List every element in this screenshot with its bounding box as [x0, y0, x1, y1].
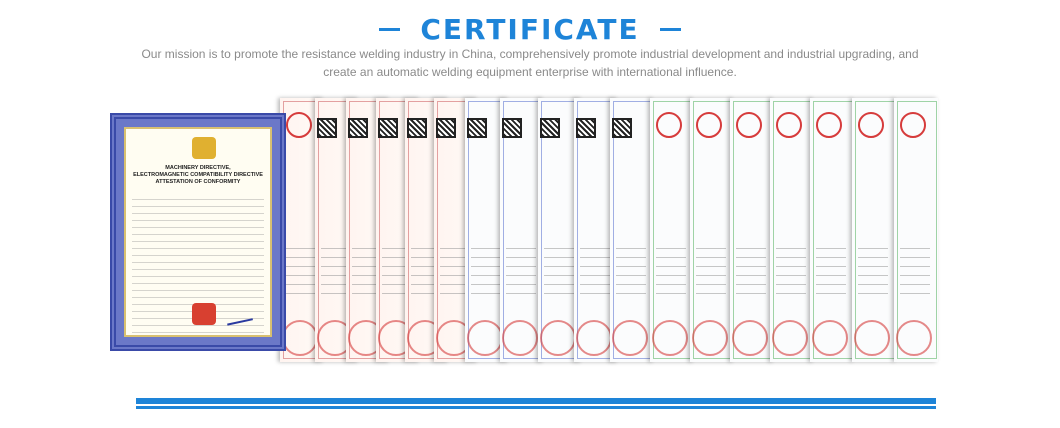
certificate-thumbnail[interactable] [610, 98, 654, 362]
stamp-icon [896, 320, 932, 356]
section-title: CERTIFICATE [420, 12, 640, 46]
qr-code-icon [467, 118, 487, 138]
stamp-icon [854, 320, 890, 356]
certificate-paper: MACHINERY DIRECTIVE, ELECTROMAGNETIC COM… [124, 127, 272, 339]
udem-logo [192, 137, 216, 159]
stamp-icon [652, 320, 688, 356]
qr-code-icon [378, 118, 398, 138]
stamp-icon [772, 320, 808, 356]
heading-dash-right [659, 27, 681, 31]
stamp-icon [692, 320, 728, 356]
seal-icon [696, 112, 722, 138]
seal-icon [900, 112, 926, 138]
stamp-icon [576, 320, 612, 356]
certificate-thumbnail[interactable] [500, 98, 544, 362]
cert-heading-1: MACHINERY DIRECTIVE, [165, 165, 231, 171]
certificate-text-lines [580, 248, 610, 298]
section-heading: CERTIFICATE [0, 12, 1060, 46]
certificate-text-lines [736, 248, 766, 298]
udem-stamp [192, 303, 216, 325]
stamp-icon [540, 320, 576, 356]
certificate-text-lines [544, 248, 574, 298]
certificate-thumbnail[interactable] [810, 98, 854, 362]
certificate-thumbnail[interactable] [650, 98, 694, 362]
certificate-thumbnail[interactable] [730, 98, 774, 362]
qr-code-icon [502, 118, 522, 138]
certificate-text-lines [506, 248, 536, 298]
qr-code-icon [436, 118, 456, 138]
certificate-text-lines [900, 248, 930, 298]
seal-icon [816, 112, 842, 138]
certificate-text-lines [616, 248, 646, 298]
cert-heading-2: ELECTROMAGNETIC COMPATIBILITY DIRECTIVE [133, 172, 263, 178]
seal-icon [656, 112, 682, 138]
heading-dash-left [379, 27, 401, 31]
stamp-icon [502, 320, 538, 356]
certificate-thumbnail[interactable] [852, 98, 896, 362]
qr-code-icon [348, 118, 368, 138]
section-subtitle: Our mission is to promote the resistance… [141, 47, 919, 79]
cert-heading-3: ATTESTATION OF CONFORMITY [155, 179, 241, 185]
seal-icon [286, 112, 312, 138]
seal-icon [776, 112, 802, 138]
main-certificate[interactable]: MACHINERY DIRECTIVE, ELECTROMAGNETIC COM… [110, 113, 286, 351]
certificate-text-lines [286, 248, 316, 298]
certificate-border [897, 101, 937, 359]
stamp-icon [467, 320, 503, 356]
certificate-text-lines [471, 248, 501, 298]
certificate-thumbnail[interactable] [690, 98, 734, 362]
certificate-text-lines [816, 248, 846, 298]
seal-icon [858, 112, 884, 138]
certificate-text-lines [696, 248, 726, 298]
stamp-icon [612, 320, 648, 356]
certificate-thumbnail[interactable] [770, 98, 814, 362]
certificate-text-lines [776, 248, 806, 298]
certificate-thumbnail[interactable] [894, 98, 938, 362]
stamp-icon [732, 320, 768, 356]
stamp-icon [282, 320, 318, 356]
qr-code-icon [576, 118, 596, 138]
divider-bar-thick [136, 398, 936, 404]
qr-code-icon [317, 118, 337, 138]
divider-bar-thin [136, 406, 936, 409]
qr-code-icon [612, 118, 632, 138]
qr-code-icon [407, 118, 427, 138]
certificate-text-lines [858, 248, 888, 298]
qr-code-icon [540, 118, 560, 138]
seal-icon [736, 112, 762, 138]
stamp-icon [812, 320, 848, 356]
certificate-text-lines [656, 248, 686, 298]
certificate-gallery: MACHINERY DIRECTIVE, ELECTROMAGNETIC COM… [110, 95, 950, 367]
